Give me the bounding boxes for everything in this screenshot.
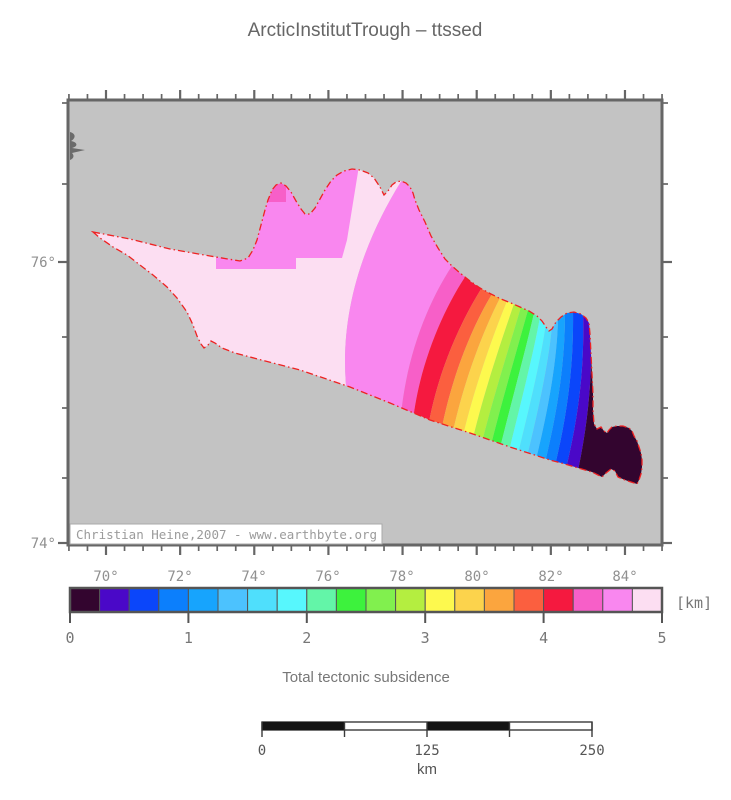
distance-scale: 0 125 250 [258, 721, 605, 759]
subsidence-band [440, 174, 500, 484]
y-tick-label: 76° [31, 255, 56, 271]
colorbar-cell [454, 587, 485, 613]
colorbar-cell [306, 587, 337, 613]
distance-scale-label: 0 [258, 743, 266, 759]
colorbar-tick-label: 3 [421, 629, 430, 647]
colorbar-cell [335, 587, 367, 613]
colorbar-cell [513, 587, 545, 613]
colorbar-cell [158, 587, 189, 613]
colorbar-cell [483, 587, 515, 613]
coastline-squiggle-icon [70, 132, 85, 160]
copyright-box: Christian Heine,2007 - www.earthbyte.org [69, 523, 383, 545]
distance-scale-label: 250 [579, 743, 604, 759]
x-tick-label: 84° [612, 569, 637, 585]
x-tick-label: 82° [538, 569, 563, 585]
subtitle: Total tectonic subsidence [282, 669, 450, 686]
colorbar-cell [187, 587, 219, 613]
colorbar-tick-label: 4 [539, 629, 548, 647]
colorbar: 0 1 2 3 4 5 [65, 586, 667, 647]
subsidence-band [516, 203, 552, 484]
subsidence-band [507, 197, 546, 484]
colorbar-cell [247, 587, 278, 613]
colorbar-cell [543, 587, 574, 613]
x-tick-label: 72° [167, 569, 192, 585]
colorbar-frame [68, 586, 664, 614]
colorbar-tick-label: 0 [65, 629, 74, 647]
subsidence-band [427, 169, 492, 484]
x-tick-label: 76° [315, 569, 340, 585]
colorbar-cell [99, 587, 130, 613]
subsidence-band [489, 190, 534, 484]
distance-scale-black-segment [427, 722, 510, 730]
distance-scale-label: 125 [414, 743, 439, 759]
figure-title: ArcticInstitutTrough – ttssed [248, 20, 483, 41]
subsidence-band [451, 178, 507, 484]
x-tick-label: 70° [93, 569, 118, 585]
x-tick-label: 80° [464, 569, 489, 585]
colorbar-cell [276, 587, 308, 613]
colorbar-cell [128, 587, 160, 613]
colorbar-tick-label: 5 [657, 629, 666, 647]
axis-ticks [58, 90, 672, 555]
colorbar-cell [395, 587, 426, 613]
subsidence-band [461, 181, 514, 484]
distance-scale-black-segment [262, 722, 345, 730]
colorbar-cell [217, 587, 249, 613]
colorbar-cell [365, 587, 397, 613]
region-outline [90, 168, 643, 485]
colorbar-tick-label: 1 [184, 629, 193, 647]
x-tick-label: 74° [241, 569, 266, 585]
axis-tick-labels: 70° 72° 74° 76° 78° 80° 82° 84° 76° 74° [31, 255, 638, 585]
subsidence-band [480, 187, 528, 484]
y-tick-label: 74° [31, 536, 56, 552]
colorbar-cell [69, 587, 101, 613]
colorbar-cell [424, 587, 456, 613]
colorbar-cell [602, 587, 633, 613]
subsidence-band [412, 169, 483, 484]
subsidence-band [498, 193, 540, 484]
copyright-box-frame [69, 523, 383, 545]
x-tick-label: 78° [389, 569, 414, 585]
colorbar-cell [631, 587, 663, 613]
subsidence-band [471, 184, 521, 484]
colorbar-cell [572, 587, 604, 613]
subsidence-band [525, 199, 558, 484]
copyright-text: Christian Heine,2007 - www.earthbyte.org [76, 527, 377, 542]
colorbar-unit-label: [km] [676, 594, 712, 612]
distance-scale-unit: km [417, 761, 437, 778]
colorbar-tick-label: 2 [302, 629, 311, 647]
